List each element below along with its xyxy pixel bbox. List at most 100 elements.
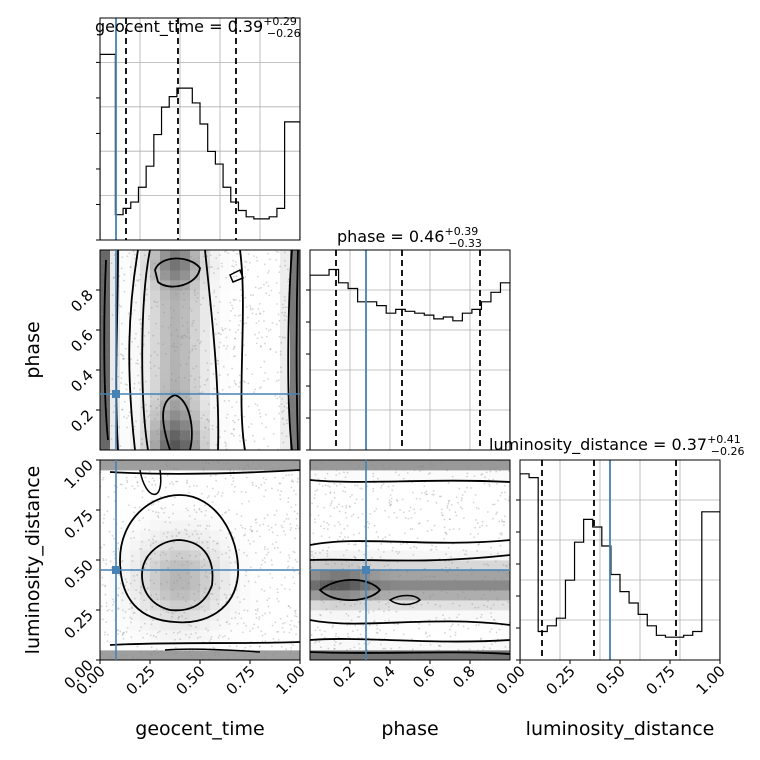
density-cell	[190, 590, 201, 601]
density-cell	[440, 570, 451, 581]
sample-point	[426, 519, 429, 522]
density-cell	[210, 590, 221, 601]
density-cell	[240, 370, 251, 381]
sample-point	[103, 633, 106, 636]
density-cell	[120, 470, 131, 481]
sample-point	[150, 652, 153, 655]
sample-point	[178, 532, 180, 534]
sample-point	[258, 387, 261, 390]
sample-point	[129, 582, 132, 585]
sample-point	[388, 501, 391, 504]
sample-point	[348, 462, 351, 464]
sample-point	[407, 517, 410, 520]
sample-point	[231, 432, 234, 435]
density-cell	[480, 620, 491, 631]
density-cell	[150, 540, 161, 551]
density-cell	[390, 510, 401, 521]
sample-point	[278, 335, 281, 338]
sample-point	[193, 378, 196, 381]
contour-line	[141, 539, 214, 612]
sample-point	[229, 593, 232, 596]
sample-point	[395, 468, 398, 470]
sample-point	[430, 586, 433, 589]
sample-point	[220, 262, 223, 265]
density-cell	[150, 390, 161, 401]
density-cell	[160, 360, 171, 371]
contour-line	[287, 250, 293, 450]
truth-marker	[362, 566, 370, 574]
sample-point	[295, 615, 298, 618]
sample-point	[284, 587, 286, 590]
sample-point	[328, 654, 330, 656]
sample-point	[290, 506, 293, 509]
sample-point	[204, 528, 207, 530]
density-cell	[140, 330, 151, 341]
density-cell	[130, 530, 141, 541]
sample-point	[276, 631, 278, 633]
density-cell	[420, 470, 431, 481]
sample-point	[467, 627, 470, 630]
sample-point	[397, 552, 399, 555]
sample-point	[286, 268, 289, 271]
density-cell	[250, 590, 261, 601]
density-cell	[410, 480, 421, 491]
sample-point	[316, 505, 319, 508]
density-cell	[200, 360, 211, 371]
sample-point	[290, 351, 293, 354]
sample-point	[251, 657, 254, 660]
sample-point	[183, 376, 186, 379]
sample-point	[101, 478, 104, 481]
sample-point	[229, 470, 232, 473]
sample-point	[152, 334, 155, 337]
sample-point	[270, 526, 273, 529]
density-cell	[440, 630, 451, 641]
sample-point	[414, 582, 417, 585]
sample-point	[239, 314, 242, 317]
density-cell	[210, 610, 221, 621]
sample-point	[214, 583, 217, 585]
sample-point	[207, 495, 210, 497]
density-cell	[210, 270, 221, 281]
sample-point	[240, 515, 243, 518]
sample-point	[381, 464, 384, 467]
sample-point	[322, 549, 324, 552]
density-cell	[260, 320, 271, 331]
density-cell	[320, 530, 331, 541]
sample-point	[139, 273, 142, 276]
sample-point	[263, 557, 266, 560]
sample-point	[149, 354, 152, 357]
density-cell	[130, 420, 141, 431]
density-cell	[320, 480, 331, 491]
contour-panel-phase-vs-geocent-time	[99, 249, 301, 451]
x-tick-label: 0.25	[122, 662, 158, 698]
sample-point	[294, 537, 297, 540]
sample-point	[482, 604, 485, 607]
sample-point	[185, 396, 188, 399]
sample-point	[359, 487, 362, 490]
sample-point	[285, 435, 288, 438]
density-cell	[160, 560, 171, 571]
sample-point	[481, 524, 483, 527]
sample-point	[242, 469, 245, 472]
sample-point	[470, 581, 473, 584]
axes-frame	[309, 459, 511, 661]
sample-point	[121, 599, 124, 602]
sample-point	[182, 305, 185, 308]
sample-point	[214, 333, 217, 336]
contour-line	[109, 469, 300, 475]
density-cell	[290, 390, 300, 401]
sample-point	[136, 574, 138, 576]
sample-point	[422, 654, 425, 657]
contour-line	[164, 648, 261, 653]
density-cell	[290, 470, 300, 481]
sample-point	[186, 560, 189, 563]
sample-point	[293, 383, 296, 386]
sample-point	[315, 640, 317, 643]
sample-point	[130, 617, 133, 620]
sample-point	[254, 333, 257, 336]
sample-point	[281, 398, 283, 400]
sample-point	[160, 407, 163, 410]
sample-point	[154, 301, 157, 304]
density-cell	[230, 280, 241, 291]
sample-point	[327, 523, 330, 526]
